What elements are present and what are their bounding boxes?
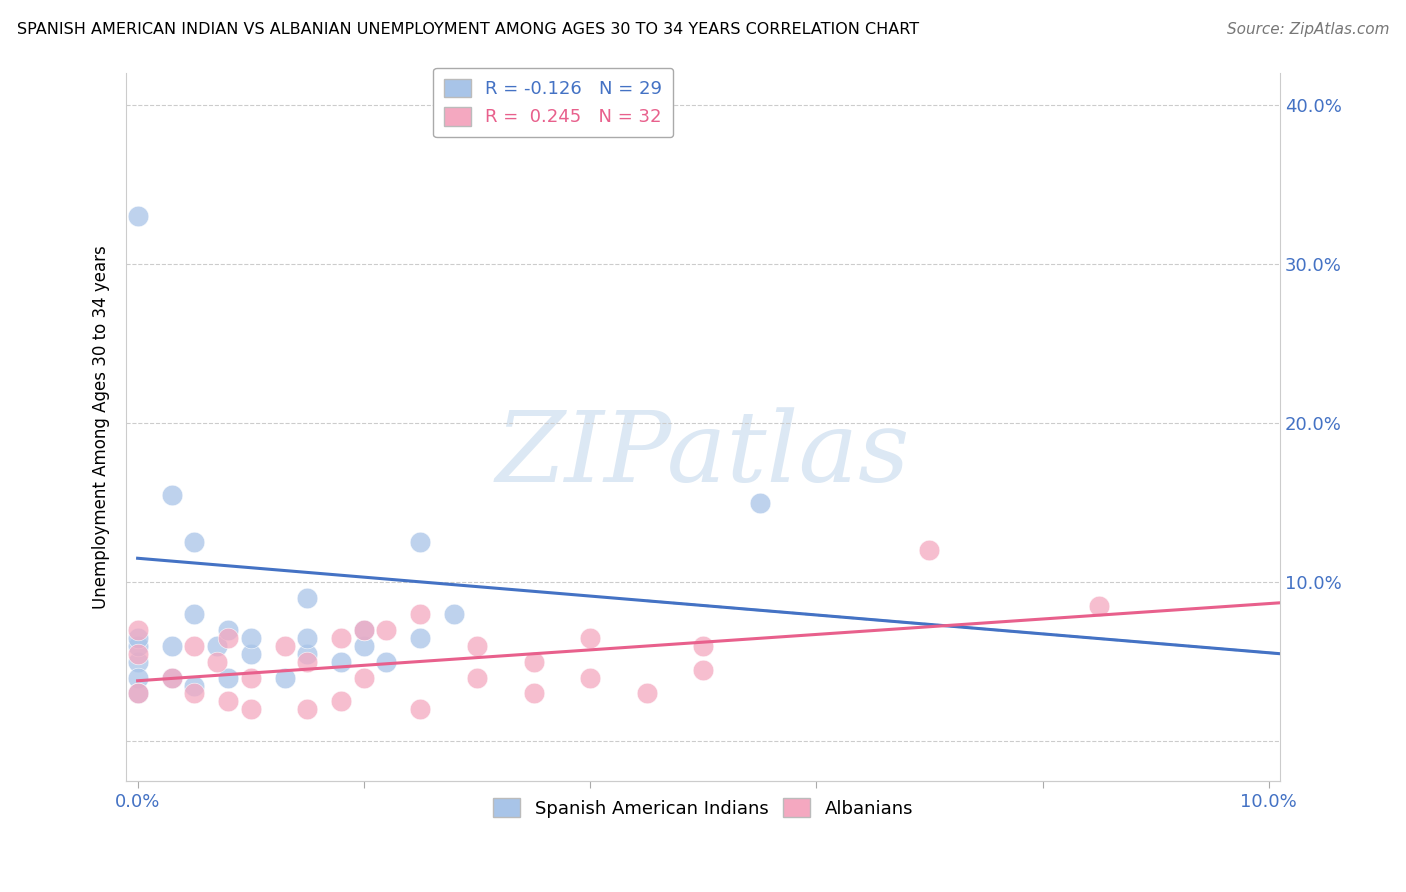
Point: [183, 607, 205, 621]
Point: [217, 623, 239, 637]
Point: [748, 495, 770, 509]
Point: [297, 591, 319, 605]
Legend: Spanish American Indians, Albanians: Spanish American Indians, Albanians: [486, 791, 921, 825]
Point: [353, 623, 375, 637]
Text: Source: ZipAtlas.com: Source: ZipAtlas.com: [1226, 22, 1389, 37]
Point: [465, 639, 488, 653]
Point: [127, 655, 149, 669]
Point: [205, 655, 228, 669]
Point: [273, 671, 295, 685]
Point: [239, 647, 262, 661]
Point: [297, 655, 319, 669]
Point: [217, 631, 239, 645]
Point: [127, 639, 149, 653]
Point: [239, 702, 262, 716]
Point: [692, 663, 714, 677]
Point: [579, 631, 602, 645]
Point: [409, 535, 432, 549]
Point: [217, 671, 239, 685]
Point: [239, 631, 262, 645]
Point: [375, 623, 398, 637]
Point: [273, 639, 295, 653]
Point: [160, 671, 183, 685]
Text: SPANISH AMERICAN INDIAN VS ALBANIAN UNEMPLOYMENT AMONG AGES 30 TO 34 YEARS CORRE: SPANISH AMERICAN INDIAN VS ALBANIAN UNEM…: [17, 22, 920, 37]
Point: [183, 535, 205, 549]
Point: [127, 623, 149, 637]
Point: [127, 686, 149, 700]
Point: [579, 671, 602, 685]
Point: [522, 686, 544, 700]
Point: [127, 671, 149, 685]
Point: [239, 671, 262, 685]
Point: [409, 607, 432, 621]
Point: [443, 607, 465, 621]
Point: [636, 686, 658, 700]
Point: [918, 543, 941, 558]
Point: [409, 702, 432, 716]
Point: [353, 671, 375, 685]
Point: [375, 655, 398, 669]
Point: [297, 631, 319, 645]
Point: [297, 647, 319, 661]
Point: [127, 686, 149, 700]
Point: [692, 639, 714, 653]
Point: [183, 686, 205, 700]
Point: [330, 631, 353, 645]
Point: [353, 623, 375, 637]
Point: [127, 631, 149, 645]
Point: [183, 679, 205, 693]
Point: [160, 639, 183, 653]
Point: [1088, 599, 1111, 613]
Point: [127, 647, 149, 661]
Point: [522, 655, 544, 669]
Point: [160, 671, 183, 685]
Point: [127, 209, 149, 223]
Point: [409, 631, 432, 645]
Point: [183, 639, 205, 653]
Point: [353, 639, 375, 653]
Y-axis label: Unemployment Among Ages 30 to 34 years: Unemployment Among Ages 30 to 34 years: [93, 245, 110, 609]
Point: [330, 694, 353, 708]
Point: [330, 655, 353, 669]
Point: [297, 702, 319, 716]
Point: [465, 671, 488, 685]
Point: [205, 639, 228, 653]
Point: [160, 487, 183, 501]
Point: [217, 694, 239, 708]
Text: ZIPatlas: ZIPatlas: [496, 408, 911, 503]
